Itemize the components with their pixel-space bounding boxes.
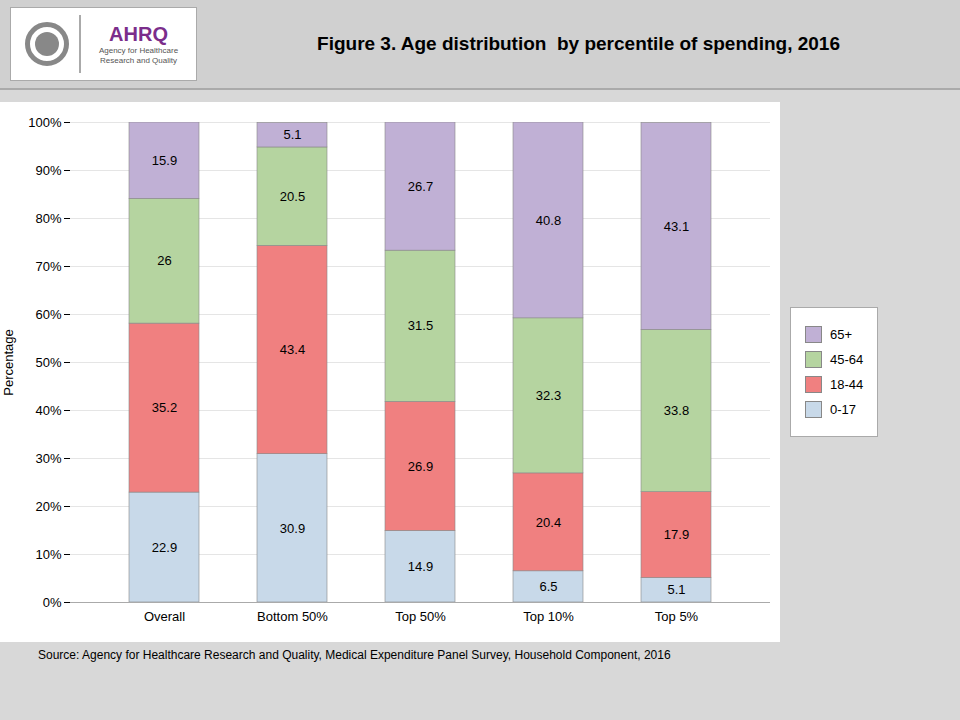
svg-text:40.8: 40.8: [536, 213, 561, 228]
svg-text:22.9: 22.9: [152, 540, 177, 555]
svg-text:50%: 50%: [35, 355, 61, 370]
svg-text:20.4: 20.4: [536, 515, 561, 530]
svg-text:Top 5%: Top 5%: [655, 609, 699, 624]
svg-text:Bottom 50%: Bottom 50%: [257, 609, 328, 624]
svg-text:10%: 10%: [35, 547, 61, 562]
svg-text:0%: 0%: [43, 595, 62, 610]
svg-text:20%: 20%: [35, 499, 61, 514]
svg-text:6.5: 6.5: [539, 579, 557, 594]
svg-text:26.9: 26.9: [408, 459, 433, 474]
svg-text:33.8: 33.8: [664, 403, 689, 418]
html-text:65+: 65+: [830, 327, 853, 342]
svg-text:32.3: 32.3: [536, 388, 561, 403]
svg-text:20.5: 20.5: [280, 189, 305, 204]
svg-text:Percentage: Percentage: [1, 329, 16, 396]
svg-text:31.5: 31.5: [408, 318, 433, 333]
svg-text:43.1: 43.1: [664, 219, 689, 234]
svg-text:43.4: 43.4: [280, 342, 305, 357]
svg-text:80%: 80%: [35, 211, 61, 226]
svg-text:26.7: 26.7: [408, 179, 433, 194]
svg-text:90%: 90%: [35, 163, 61, 178]
svg-text:30%: 30%: [35, 451, 61, 466]
svg-text:Top 50%: Top 50%: [395, 609, 446, 624]
svg-text:Overall: Overall: [144, 609, 185, 624]
svg-text:70%: 70%: [35, 259, 61, 274]
html-text:0-17: 0-17: [830, 402, 856, 417]
html-text:AHRQ: AHRQ: [109, 23, 168, 46]
svg-text:26: 26: [157, 253, 171, 268]
svg-text:60%: 60%: [35, 307, 61, 322]
html-text:18-44: 18-44: [830, 377, 864, 392]
svg-text:30.9: 30.9: [280, 521, 305, 536]
svg-text:14.9: 14.9: [408, 559, 433, 574]
svg-text:35.2: 35.2: [152, 400, 177, 415]
html-text:Source: Agency for Healthcare: Source: Agency for Healthcare Research a…: [38, 648, 671, 662]
svg-text:40%: 40%: [35, 403, 61, 418]
svg-text:5.1: 5.1: [667, 582, 685, 597]
svg-text:5.1: 5.1: [283, 127, 301, 142]
svg-text:17.9: 17.9: [664, 527, 689, 542]
html-text:Figure 3. Age distribution by: Figure 3. Age distribution by percentile…: [317, 33, 840, 54]
html-text:45-64: 45-64: [830, 352, 864, 367]
html-text:Agency for Healthcare Research: Agency for Healthcare Research and Quali…: [98, 46, 179, 65]
svg-text:15.9: 15.9: [152, 153, 177, 168]
svg-text:100%: 100%: [28, 115, 62, 130]
svg-text:Top 10%: Top 10%: [523, 609, 574, 624]
